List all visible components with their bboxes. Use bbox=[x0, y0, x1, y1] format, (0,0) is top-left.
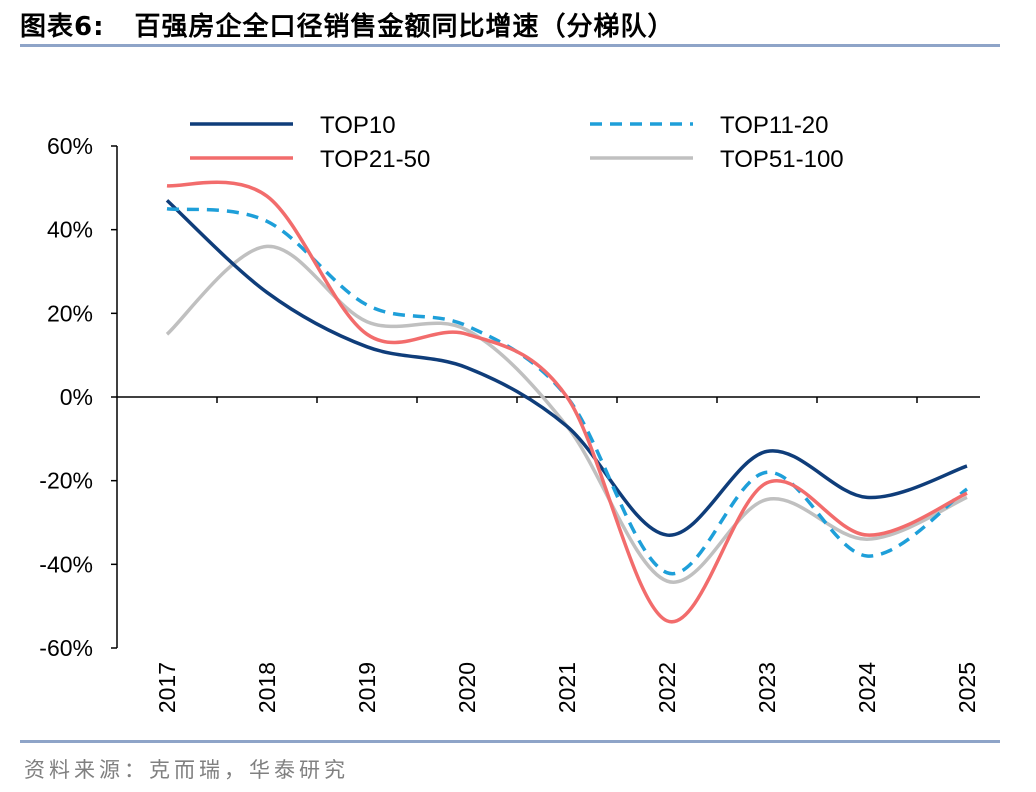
y-tick-label: 40% bbox=[47, 217, 93, 243]
bottom-rule bbox=[20, 740, 1000, 743]
x-tick-label: 2018 bbox=[254, 662, 280, 713]
x-axis: 2017 2018 2019 2020 2021 2022 2023 2024 2025 bbox=[117, 396, 980, 713]
y-tick-label: -60% bbox=[39, 635, 93, 661]
x-tick-label: 2022 bbox=[654, 662, 680, 713]
series-group bbox=[165, 180, 969, 624]
series-line-top10 bbox=[165, 199, 968, 537]
y-axis: 60% 40% 20% 0% -20% -40% -60% bbox=[39, 133, 118, 661]
top-rule bbox=[20, 44, 1000, 47]
y-tick-label: 60% bbox=[47, 133, 93, 159]
x-tick-label: 2020 bbox=[454, 662, 480, 713]
y-tick-label: -40% bbox=[39, 551, 93, 577]
series-line-top51-100 bbox=[165, 244, 968, 584]
x-tick-label: 2017 bbox=[154, 662, 180, 713]
figure-label: 图表6: bbox=[20, 12, 105, 42]
legend-label-top11-20: TOP11-20 bbox=[720, 112, 829, 139]
legend-label-top21-50: TOP21-50 bbox=[320, 146, 430, 173]
y-tick-label: -20% bbox=[39, 468, 93, 494]
source-note: 资料来源：克而瑞，华泰研究 bbox=[24, 758, 349, 782]
figure-title: 图表6: 百强房企全口径销售金额同比增速（分梯队） bbox=[20, 6, 675, 43]
x-tick-label: 2019 bbox=[354, 662, 380, 713]
legend-label-top10: TOP10 bbox=[320, 112, 396, 139]
x-tick-label: 2025 bbox=[954, 662, 980, 713]
series-line-top11-20 bbox=[166, 207, 969, 576]
x-tick-label: 2021 bbox=[554, 662, 580, 713]
x-tick-label: 2024 bbox=[854, 662, 880, 713]
legend: TOP10 TOP11-20 TOP21-50 TOP51-100 bbox=[190, 112, 844, 173]
figure-title-text: 百强房企全口径销售金额同比增速（分梯队） bbox=[134, 12, 675, 42]
series-line-top21-50 bbox=[166, 180, 968, 624]
x-tick-label: 2023 bbox=[754, 662, 780, 713]
y-tick-label: 20% bbox=[47, 300, 93, 326]
y-tick-label: 0% bbox=[60, 384, 93, 410]
legend-label-top51-100: TOP51-100 bbox=[720, 146, 844, 173]
